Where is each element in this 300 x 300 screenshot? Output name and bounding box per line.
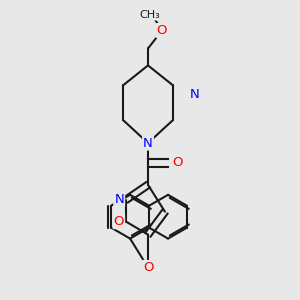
Text: O: O <box>157 24 167 37</box>
Text: CH₃: CH₃ <box>140 10 160 20</box>
Text: O: O <box>143 261 153 274</box>
Text: N: N <box>190 88 200 101</box>
Text: N: N <box>114 193 124 206</box>
Text: O: O <box>114 215 124 228</box>
Text: N: N <box>143 136 153 149</box>
Text: O: O <box>172 156 182 170</box>
